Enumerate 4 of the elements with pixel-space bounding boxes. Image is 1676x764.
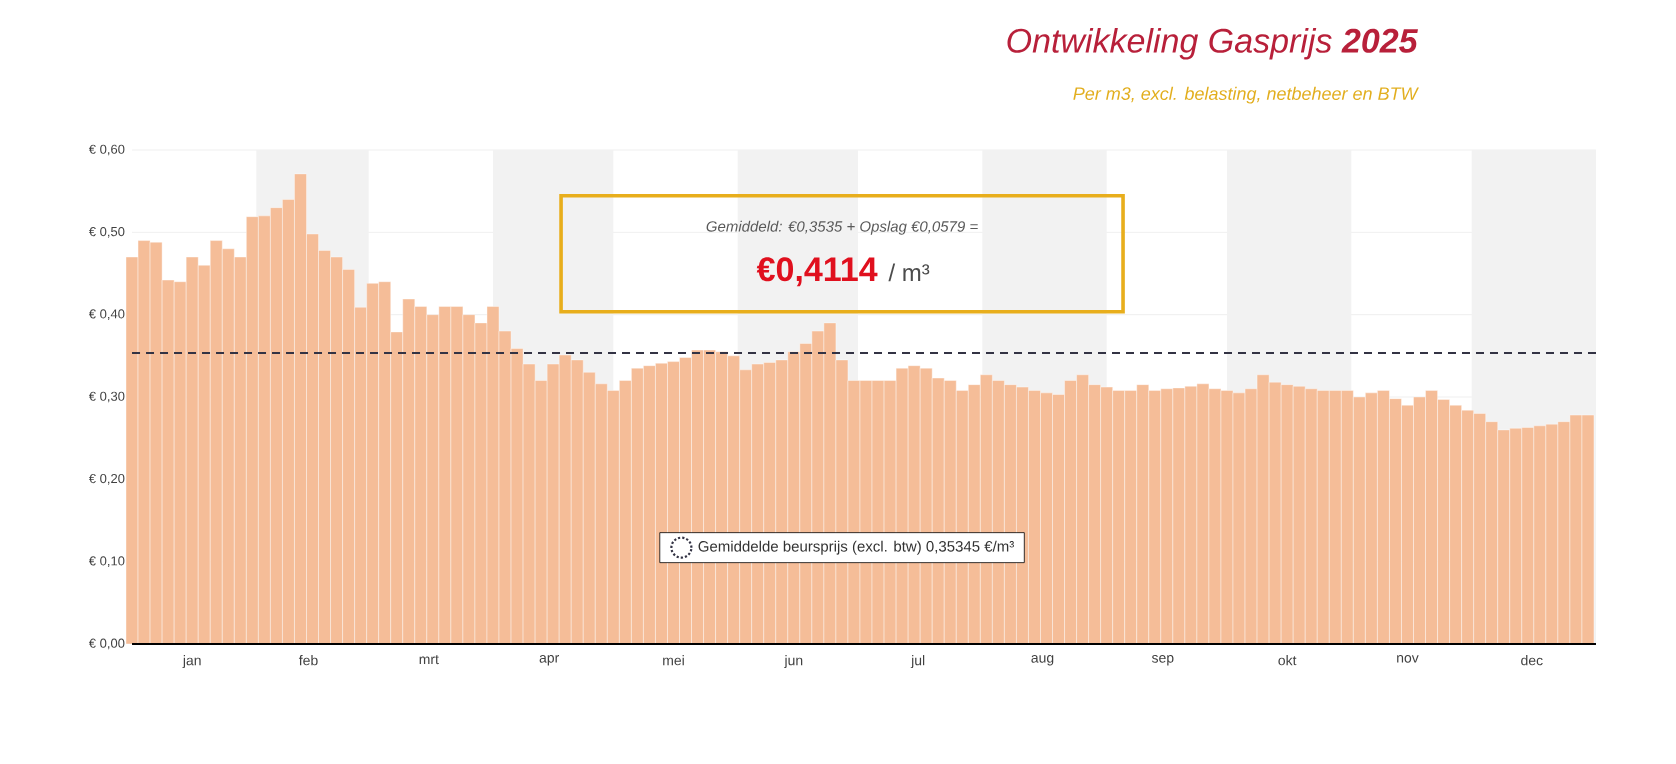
chart-title: Ontwikkeling Gasprijs 2025 <box>1007 27 1418 60</box>
chart-subtitle: Per m3, excl. belasting, netbeheer en BTW <box>1073 86 1419 104</box>
annotation: / m³ <box>888 263 930 282</box>
annotation: €0,4114 <box>756 257 878 287</box>
